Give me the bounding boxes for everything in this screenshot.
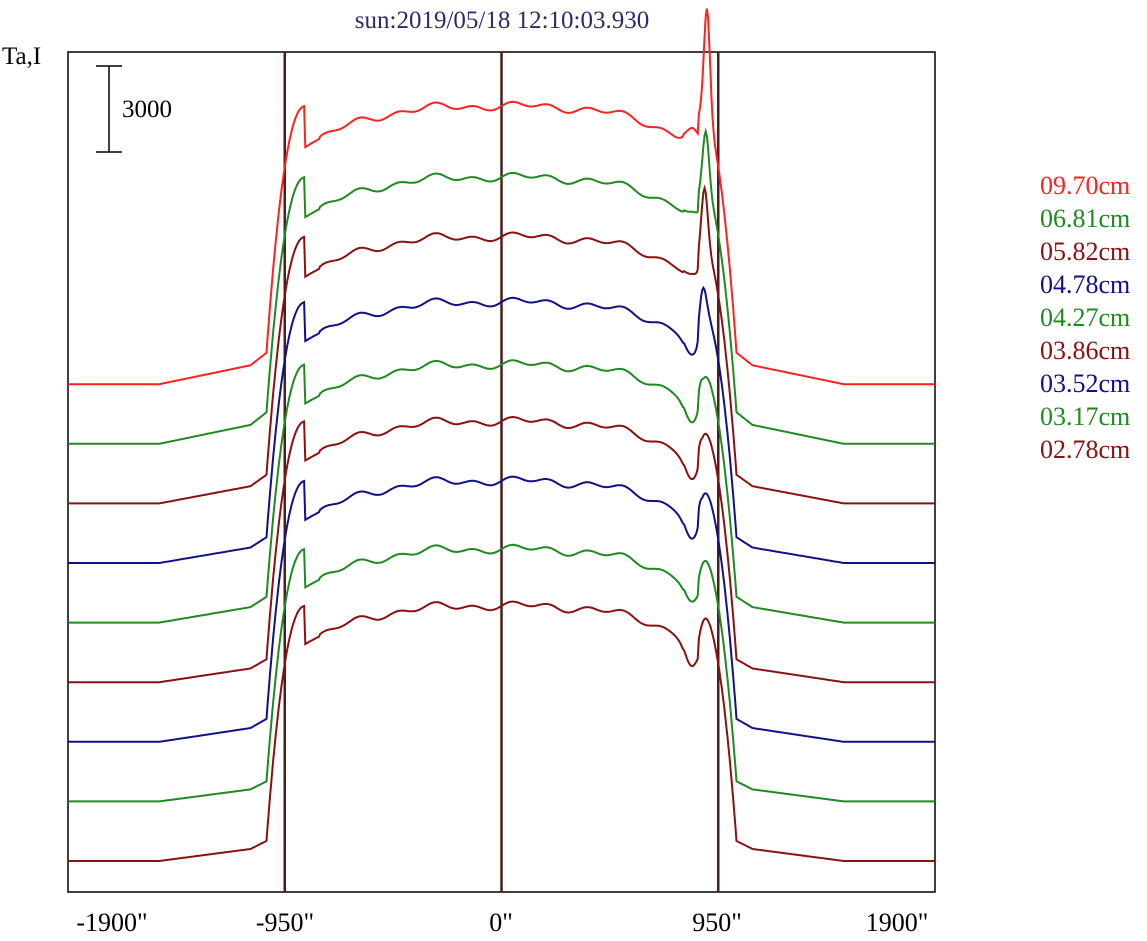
legend-item: 03.17cm [1040,402,1130,431]
legend: 09.70cm 06.81cm 05.82cm 04.78cm 04.27cm 03.86… [1040,171,1130,464]
legend-item: 06.81cm [1040,204,1130,233]
y-axis-label: Ta,I [2,43,41,70]
legend-item: 04.78cm [1040,270,1130,299]
series-layer [68,8,935,862]
scale-bar-label: 3000 [122,96,172,123]
x-axis-ticks: -1900" -950" 0" 950" 1900" [76,908,928,937]
legend-item: 03.86cm [1040,336,1130,365]
legend-item: 03.52cm [1040,369,1130,398]
series-line-03.17cm [68,543,935,803]
legend-item: 02.78cm [1040,435,1130,464]
chart-title: sun:2019/05/18 12:10:03.930 [355,7,649,34]
series-line-04.78cm [68,285,935,564]
legend-item: 04.27cm [1040,303,1130,332]
series-line-03.52cm [68,475,935,743]
x-tick-label: -1900" [76,908,147,937]
x-tick-label: 1900" [866,908,929,937]
series-line-03.86cm [68,415,935,684]
series-line-06.81cm [68,127,935,445]
legend-item: 09.70cm [1040,171,1130,200]
series-line-05.82cm [68,184,935,505]
x-tick-label: 950" [692,908,742,937]
vertical-markers [283,52,720,892]
series-line-04.27cm [68,359,935,624]
legend-item: 05.82cm [1040,237,1130,266]
x-tick-label: -950" [256,908,314,937]
scale-bar: 3000 [96,65,172,153]
x-tick-label: 0" [489,908,513,937]
series-line-02.78cm [68,600,935,862]
series-line-09.70cm [68,8,935,386]
